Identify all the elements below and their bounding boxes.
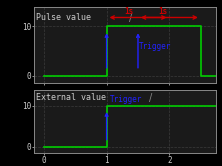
Text: 1s: 1s [158,7,167,16]
Text: Trigger: Trigger [139,42,172,50]
Text: Trigger: Trigger [110,95,142,104]
Text: /: / [129,13,132,23]
Text: Pulse value: Pulse value [36,13,91,22]
Text: 1s: 1s [124,7,133,16]
Text: External value: External value [36,93,106,102]
Text: /: / [149,93,152,103]
